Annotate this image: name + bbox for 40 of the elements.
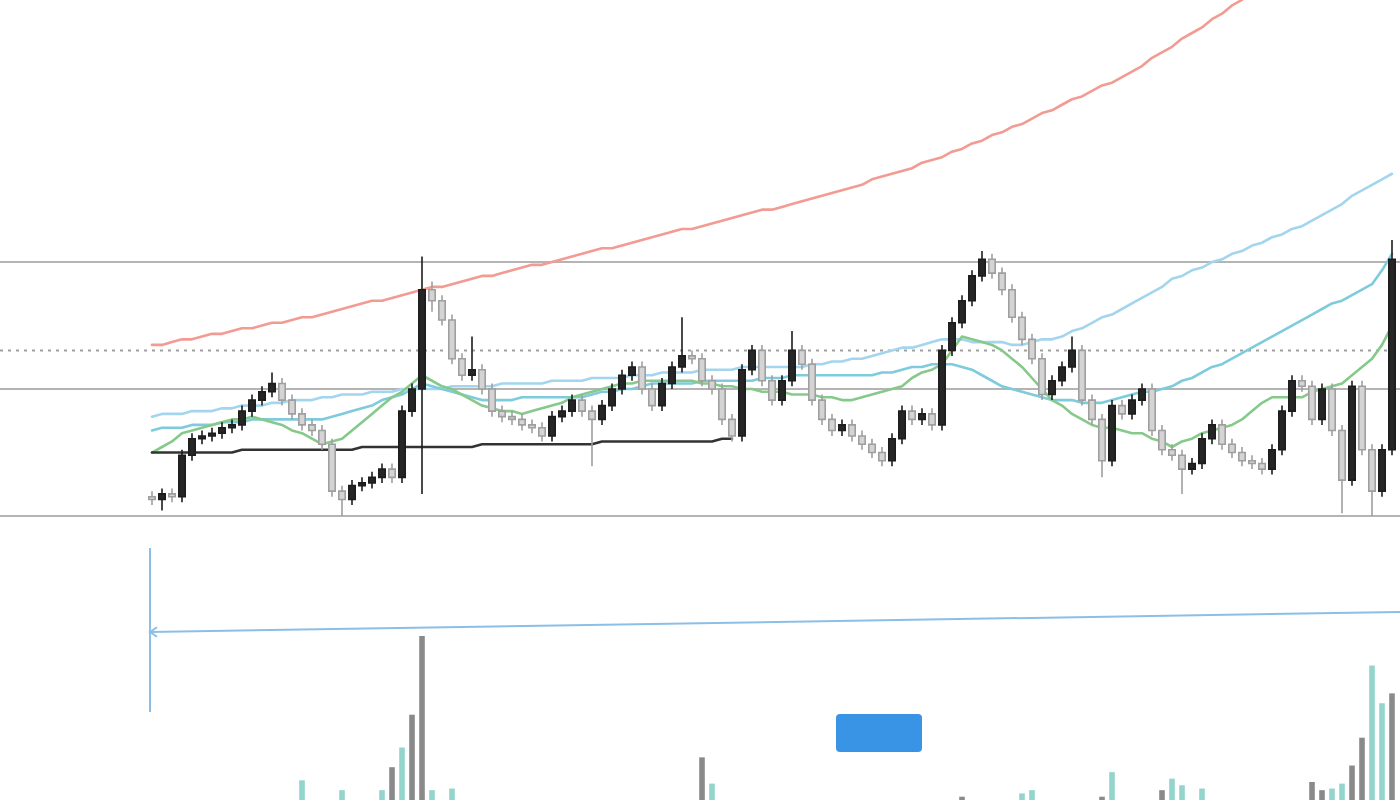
bar: [1359, 737, 1365, 800]
candlestick: [148, 490, 156, 506]
bar: [709, 783, 715, 800]
bar: [1109, 772, 1115, 800]
candlestick: [158, 487, 166, 512]
bar: [1199, 788, 1205, 800]
candlestick: [908, 404, 916, 426]
bar: [1329, 788, 1335, 800]
bar: [1389, 693, 1395, 800]
candlestick: [168, 487, 176, 503]
candlestick: [1108, 399, 1116, 468]
candlestick: [838, 418, 846, 437]
bar: [379, 790, 385, 800]
candlestick: [1118, 399, 1126, 421]
bar: [1179, 785, 1185, 800]
bar: [1309, 781, 1315, 800]
bar: [1379, 703, 1385, 800]
candlestick: [388, 462, 396, 484]
candlestick: [1348, 379, 1356, 487]
candlestick: [918, 407, 926, 426]
candlestick: [1318, 382, 1326, 426]
bar: [1029, 790, 1035, 800]
bar: [419, 636, 425, 800]
bar: [1169, 778, 1175, 800]
candlestick: [468, 335, 476, 382]
bar: [1159, 790, 1165, 800]
candlestick: [928, 407, 936, 432]
bar: [1369, 665, 1375, 800]
bar: [1349, 765, 1355, 800]
bar: [409, 714, 415, 800]
bar: [699, 757, 705, 800]
bar: [1339, 783, 1345, 800]
bar: [299, 780, 305, 800]
bar: [1319, 790, 1325, 800]
bar: [429, 790, 435, 800]
bar: [1019, 793, 1025, 800]
bar: [399, 747, 405, 800]
bar: [339, 790, 345, 800]
bar: [389, 767, 395, 800]
bar: [449, 788, 455, 800]
